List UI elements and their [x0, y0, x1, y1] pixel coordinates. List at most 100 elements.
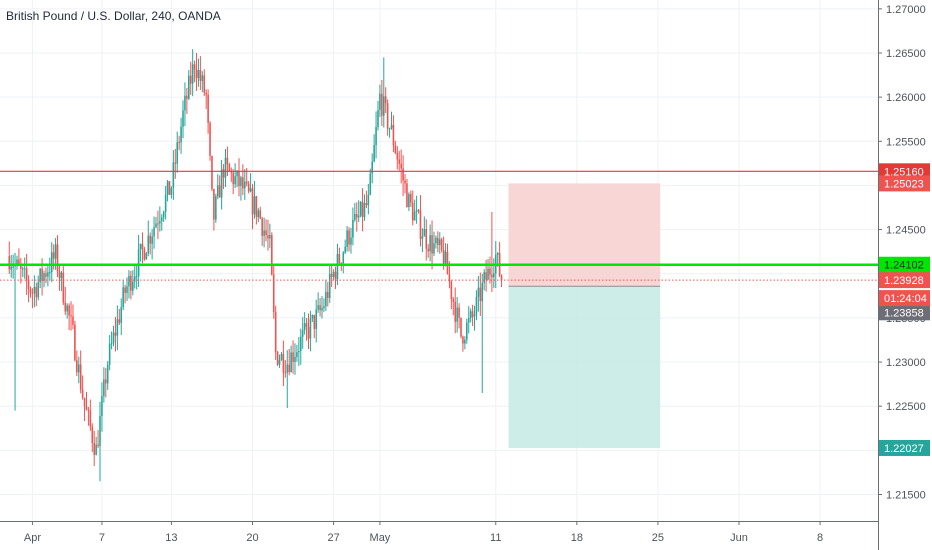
candle-body: [151, 236, 153, 244]
candle-body: [62, 272, 65, 303]
candle-body: [247, 183, 250, 192]
candle-body: [328, 273, 331, 298]
candle-body: [493, 273, 495, 278]
candle-body: [159, 221, 161, 224]
candle-body: [392, 125, 395, 146]
candle-body: [133, 276, 136, 282]
time-axis-tick-label: 7: [99, 532, 105, 544]
candle-body: [298, 350, 300, 353]
candle-body: [307, 326, 310, 339]
candle-body: [240, 177, 242, 186]
candle-body: [261, 218, 263, 236]
candle-body: [27, 280, 30, 289]
candle-body: [135, 276, 138, 278]
candle-body: [286, 364, 289, 373]
price-tag: 1.23858: [884, 307, 924, 319]
candle-body: [359, 201, 362, 216]
candle-body: [41, 268, 43, 281]
candle-body: [101, 396, 103, 416]
candle-body: [93, 442, 96, 455]
candle-body: [216, 185, 219, 197]
candle-body: [224, 157, 227, 178]
candle-body: [354, 213, 356, 220]
candle-body: [363, 203, 366, 218]
candle-body: [184, 95, 186, 111]
candle-body: [458, 307, 460, 318]
candle-body: [37, 282, 40, 298]
candle-body: [271, 235, 273, 275]
candle-body: [132, 281, 134, 291]
candle-body: [213, 189, 215, 220]
candle-body: [153, 227, 155, 237]
candle-body: [97, 444, 99, 446]
candle-body: [168, 181, 171, 195]
take-profit-zone: [508, 286, 661, 448]
candle-body: [352, 219, 354, 238]
candle-body: [226, 157, 229, 165]
candle-body: [81, 389, 84, 398]
candle-body: [64, 302, 67, 312]
candle-body: [491, 274, 493, 278]
candle-body: [292, 352, 294, 362]
time-axis-labels: Apr 7 13 20 27 May 11 18 25 Jun 8: [24, 521, 823, 544]
candle-body: [402, 168, 404, 181]
candle-body: [74, 324, 76, 361]
time-axis-tick-label: 11: [490, 532, 501, 544]
grid: [0, 0, 878, 521]
candle-body: [21, 268, 24, 270]
candle-body: [473, 314, 476, 317]
candle-body: [305, 323, 308, 327]
candle-body: [404, 180, 406, 184]
candle-body: [238, 170, 240, 186]
candle-body: [122, 287, 124, 308]
candle-body: [191, 64, 194, 84]
candle-body: [303, 323, 306, 331]
candle-body: [444, 251, 447, 265]
candles: [8, 49, 503, 482]
candle-body: [272, 274, 275, 312]
candle-body: [394, 145, 397, 153]
candle-body: [39, 268, 41, 283]
candle-body: [267, 235, 269, 239]
candle-body: [199, 70, 202, 81]
price-axis-tick-label: 1.27000: [886, 4, 926, 16]
candle-body: [336, 254, 339, 279]
candle-body: [220, 169, 223, 198]
candle-body: [301, 330, 304, 337]
candle-body: [126, 286, 128, 293]
candle-body: [375, 126, 377, 146]
candle-body: [77, 364, 80, 373]
candle-body: [110, 343, 113, 345]
candle-body: [417, 210, 420, 212]
candle-body: [160, 217, 163, 222]
candle-body: [485, 272, 487, 280]
candle-body: [118, 319, 121, 323]
price-axis-tick-label: 1.24500: [886, 225, 926, 237]
candle-body: [315, 309, 318, 329]
candle-body: [475, 296, 478, 315]
candle-body: [381, 93, 383, 116]
candle-body: [321, 308, 323, 311]
candle-body: [47, 272, 49, 277]
candle-body: [464, 339, 466, 344]
candle-body: [429, 235, 431, 252]
time-axis-panel: [0, 521, 878, 550]
candle-body: [193, 64, 196, 70]
time-axis-tick-label: 18: [571, 532, 583, 544]
candle-body: [141, 243, 144, 249]
price-axis-tick-label: 1.25500: [886, 136, 926, 148]
candle-body: [114, 332, 117, 336]
candle-body: [130, 275, 132, 291]
time-axis-tick-label: 13: [165, 532, 177, 544]
candle-body: [425, 228, 428, 249]
candle-body: [309, 318, 312, 339]
candle-body: [253, 196, 256, 215]
candle-body: [162, 211, 165, 218]
candle-body: [164, 194, 167, 212]
candle-body: [367, 194, 370, 206]
candle-body: [433, 243, 435, 254]
candle-body: [8, 256, 11, 270]
